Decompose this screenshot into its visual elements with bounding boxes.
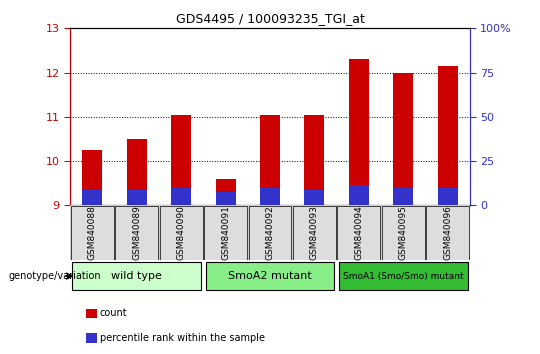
Bar: [437, 188, 457, 205]
FancyBboxPatch shape: [206, 262, 334, 290]
Text: genotype/variation: genotype/variation: [8, 271, 101, 281]
Bar: [293, 206, 336, 259]
Text: SmoA1 (Smo/Smo) mutant: SmoA1 (Smo/Smo) mutant: [343, 272, 463, 281]
Bar: [305, 115, 325, 205]
Bar: [305, 190, 325, 205]
FancyBboxPatch shape: [72, 262, 201, 290]
Bar: [71, 206, 114, 259]
Bar: [215, 192, 235, 205]
Text: GSM840094: GSM840094: [354, 205, 363, 260]
Bar: [215, 179, 235, 205]
Text: GDS4495 / 100093235_TGI_at: GDS4495 / 100093235_TGI_at: [176, 12, 364, 25]
Text: GSM840090: GSM840090: [177, 205, 186, 260]
Bar: [160, 206, 202, 259]
Bar: [260, 188, 280, 205]
Bar: [249, 206, 291, 259]
Bar: [338, 206, 380, 259]
Bar: [393, 73, 413, 205]
Text: GSM840089: GSM840089: [132, 205, 141, 260]
Bar: [349, 59, 369, 205]
Text: GSM840096: GSM840096: [443, 205, 452, 260]
Text: GSM840088: GSM840088: [88, 205, 97, 260]
Bar: [83, 150, 103, 205]
Bar: [171, 188, 191, 205]
Bar: [70, 205, 470, 260]
Bar: [393, 188, 413, 205]
Bar: [426, 206, 469, 259]
Text: GSM840092: GSM840092: [266, 205, 274, 260]
Text: GSM840093: GSM840093: [310, 205, 319, 260]
Bar: [349, 185, 369, 205]
FancyBboxPatch shape: [339, 262, 468, 290]
Bar: [260, 115, 280, 205]
Text: GSM840095: GSM840095: [399, 205, 408, 260]
Bar: [437, 66, 457, 205]
Bar: [127, 139, 147, 205]
Text: SmoA2 mutant: SmoA2 mutant: [228, 271, 312, 281]
Bar: [116, 206, 158, 259]
Text: GSM840091: GSM840091: [221, 205, 230, 260]
Text: percentile rank within the sample: percentile rank within the sample: [100, 333, 265, 343]
Bar: [127, 190, 147, 205]
Text: count: count: [100, 308, 127, 318]
Text: wild type: wild type: [111, 271, 162, 281]
Bar: [171, 115, 191, 205]
Bar: [204, 206, 247, 259]
Bar: [83, 190, 103, 205]
Bar: [382, 206, 424, 259]
